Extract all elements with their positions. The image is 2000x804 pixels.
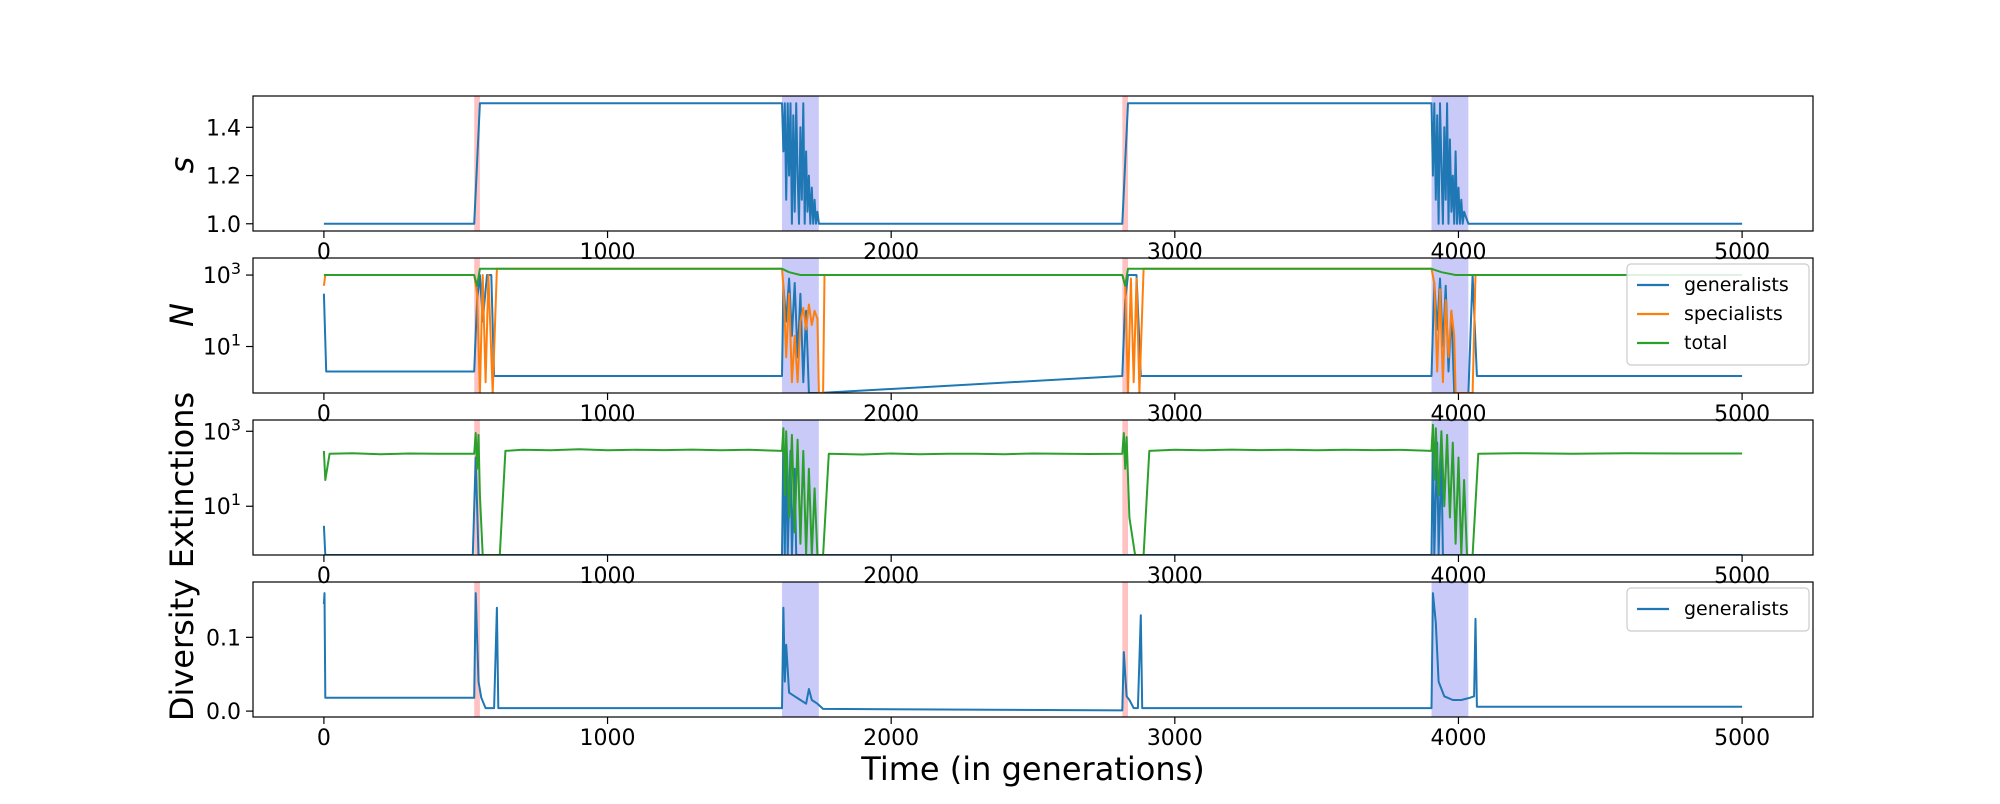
y-axis-label: Extinctions — [163, 392, 201, 568]
y-tick-label: 0.0 — [206, 700, 241, 725]
legend-label-generalists: generalists — [1684, 598, 1789, 620]
legend-label-total: total — [1684, 332, 1727, 354]
x-tick-label: 5000 — [1714, 240, 1770, 265]
series-line-s — [323, 102, 1743, 225]
x-tick-label: 2000 — [863, 564, 919, 589]
x-tick-label: 3000 — [1147, 240, 1203, 265]
legend-label-specialists: specialists — [1684, 303, 1783, 325]
x-tick-label: 0 — [317, 564, 331, 589]
x-tick-label: 5000 — [1714, 402, 1770, 427]
y-tick-label: 0.1 — [206, 626, 241, 651]
x-tick-label: 5000 — [1714, 726, 1770, 751]
panels-layer: 0 1000 2000 3000 4000 5000 1.0 1.2 1.4 s 0 1000 2000… — [163, 95, 1814, 751]
legend-label-generalists: generalists — [1684, 274, 1789, 296]
y-axis-label: Diversity — [163, 579, 201, 721]
y-tick-label: 1.0 — [206, 213, 241, 238]
x-tick-label: 1000 — [580, 564, 636, 589]
axes-frame — [252, 257, 1814, 394]
axes-frame — [252, 95, 1814, 232]
legend: generalists specialists total — [1626, 263, 1810, 366]
x-tick-label: 3000 — [1147, 402, 1203, 427]
red-band — [1122, 582, 1129, 717]
x-tick-label: 1000 — [580, 402, 636, 427]
x-tick-label: 4000 — [1430, 402, 1486, 427]
x-tick-label: 2000 — [863, 402, 919, 427]
y-axis-label: N — [163, 303, 201, 327]
blue-band — [781, 582, 819, 717]
x-tick-label: 4000 — [1430, 240, 1486, 265]
x-tick-label: 0 — [317, 726, 331, 751]
legend-frame — [1626, 263, 1810, 366]
y-axis-label: s — [163, 157, 201, 174]
red-band — [1122, 420, 1129, 555]
x-axis-label: Time (in generations) — [860, 750, 1205, 788]
x-tick-label: 1000 — [580, 726, 636, 751]
y-tick-label: 1.4 — [206, 116, 241, 141]
x-tick-label: 5000 — [1714, 564, 1770, 589]
axes-frame — [252, 581, 1814, 718]
y-tick-label: 101 — [203, 490, 241, 520]
series-line-specialists — [322, 267, 1743, 393]
x-tick-label: 0 — [317, 402, 331, 427]
x-tick-label: 3000 — [1147, 726, 1203, 751]
axes-frame — [252, 419, 1814, 556]
x-tick-label: 1000 — [580, 240, 636, 265]
series-line-total — [323, 267, 1743, 287]
series-line-generalists — [322, 274, 1743, 393]
y-tick-label: 103 — [203, 415, 241, 445]
x-tick-label: 2000 — [863, 240, 919, 265]
x-tick-label: 2000 — [863, 726, 919, 751]
x-tick-label: 4000 — [1430, 564, 1486, 589]
legend: generalists — [1626, 587, 1810, 632]
x-tick-label: 3000 — [1147, 564, 1203, 589]
legend-frame — [1626, 587, 1810, 632]
y-tick-label: 1.2 — [206, 165, 241, 190]
x-tick-label: 4000 — [1430, 726, 1486, 751]
y-tick-label: 101 — [203, 331, 241, 361]
x-tick-label: 0 — [317, 240, 331, 265]
series-line-generalists — [322, 432, 1743, 555]
y-tick-label: 103 — [203, 259, 241, 289]
series-line-total — [322, 423, 1743, 555]
panel-s: 0 1000 2000 3000 4000 5000 1.0 1.2 1.4 s — [163, 95, 1814, 265]
series-line-generalists — [322, 592, 1743, 712]
